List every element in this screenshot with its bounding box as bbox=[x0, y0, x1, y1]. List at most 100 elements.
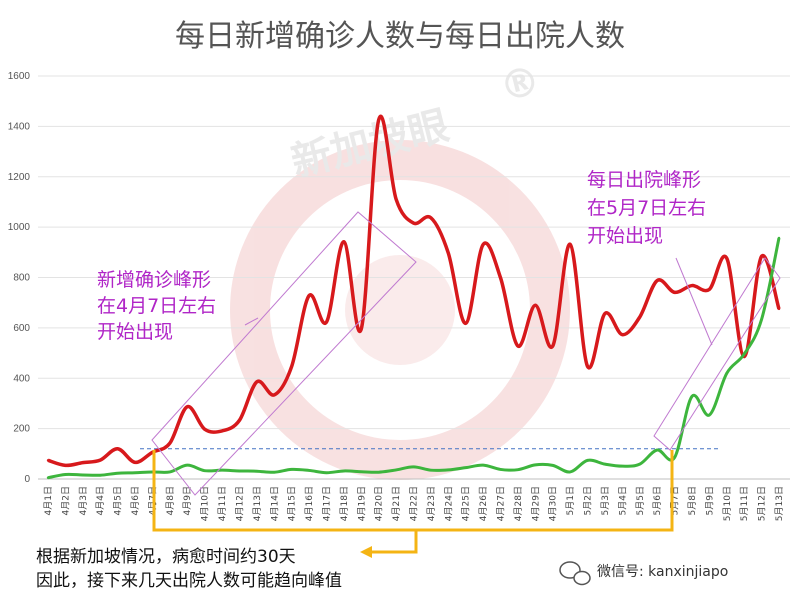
data-point-discharged bbox=[64, 473, 67, 476]
data-point-confirmed bbox=[568, 243, 572, 246]
x-tick-label: 4月8日 bbox=[165, 486, 176, 515]
data-point-confirmed bbox=[394, 197, 398, 201]
x-tick-label: 4月23日 bbox=[426, 486, 437, 521]
y-tick-label: 1600 bbox=[8, 71, 31, 82]
y-tick-label: 200 bbox=[13, 424, 30, 435]
x-tick-label: 4月9日 bbox=[182, 486, 193, 515]
data-point-confirmed bbox=[690, 284, 694, 287]
data-point-discharged bbox=[621, 464, 624, 468]
data-point-discharged bbox=[638, 462, 641, 466]
x-tick-label: 4月15日 bbox=[287, 486, 298, 521]
x-tick-label: 4月1日 bbox=[43, 486, 54, 515]
watermark-symbol: ® bbox=[495, 57, 545, 111]
data-point-discharged bbox=[46, 476, 50, 479]
x-tick-label: 4月18日 bbox=[339, 486, 350, 521]
data-point-discharged bbox=[603, 462, 607, 466]
data-point-confirmed bbox=[655, 279, 659, 282]
data-point-confirmed bbox=[203, 427, 206, 431]
wechat-label: 微信号: kanxinjiapo bbox=[597, 564, 728, 580]
data-point-discharged bbox=[342, 469, 346, 473]
x-tick-label: 5月8日 bbox=[687, 486, 698, 515]
confirmed-peak-annotation: 新增确诊峰形 在4月7日左右 开始出现 bbox=[97, 269, 216, 343]
data-point-discharged bbox=[81, 473, 85, 477]
x-tick-label: 4月30日 bbox=[548, 486, 559, 521]
x-tick-label: 5月12日 bbox=[757, 486, 768, 521]
data-point-confirmed bbox=[621, 333, 624, 336]
x-tick-label: 4月2日 bbox=[60, 486, 71, 515]
data-point-discharged bbox=[307, 469, 311, 472]
confirmed-peak-guide bbox=[151, 211, 417, 496]
data-point-discharged bbox=[116, 472, 119, 475]
data-point-confirmed bbox=[534, 304, 537, 307]
x-tick-label: 5月1日 bbox=[565, 486, 576, 515]
discharge-peak-line-2: 在5月7日左右 bbox=[587, 197, 706, 219]
wechat-footer: 微信号: kanxinjiapo bbox=[559, 561, 728, 586]
data-point-confirmed bbox=[220, 429, 224, 433]
confirmed-peak-pointer bbox=[244, 317, 259, 326]
data-point-confirmed bbox=[325, 320, 328, 324]
data-point-discharged bbox=[429, 468, 433, 472]
x-tick-label: 5月4日 bbox=[617, 486, 628, 515]
data-point-confirmed bbox=[133, 461, 137, 464]
data-point-discharged bbox=[464, 466, 467, 469]
x-tick-label: 5月9日 bbox=[704, 486, 715, 515]
data-point-discharged bbox=[290, 468, 293, 471]
discharge-peak-guide bbox=[653, 257, 781, 451]
note-line-2: 因此，接下来几天出院人数可能趋向峰值 bbox=[36, 571, 342, 591]
x-tick-label: 4月10日 bbox=[200, 486, 211, 521]
chart-title: 每日新增确诊人数与每日出院人数 bbox=[175, 19, 625, 54]
discharge-peak-line-3: 开始出现 bbox=[587, 225, 663, 247]
data-point-discharged bbox=[255, 469, 259, 473]
data-point-discharged bbox=[168, 470, 172, 474]
data-point-discharged bbox=[377, 470, 380, 474]
data-point-discharged bbox=[725, 372, 728, 375]
x-tick-label: 4月5日 bbox=[113, 486, 124, 515]
data-point-confirmed bbox=[464, 322, 467, 325]
data-point-discharged bbox=[360, 470, 363, 473]
data-point-confirmed bbox=[777, 307, 781, 311]
data-point-confirmed bbox=[81, 461, 85, 464]
data-point-discharged bbox=[394, 468, 398, 472]
data-point-discharged bbox=[238, 469, 241, 473]
x-tick-label: 4月16日 bbox=[304, 486, 315, 521]
x-tick-label: 4月26日 bbox=[478, 486, 489, 521]
wechat-icon bbox=[559, 561, 591, 586]
data-point-confirmed bbox=[64, 464, 67, 467]
x-tick-label: 5月7日 bbox=[670, 486, 681, 515]
y-tick-label: 1000 bbox=[8, 222, 31, 233]
data-point-discharged bbox=[655, 448, 659, 452]
data-point-discharged bbox=[273, 470, 276, 474]
data-point-discharged bbox=[551, 464, 554, 467]
grid bbox=[38, 75, 790, 430]
x-tick-label: 4月27日 bbox=[496, 486, 507, 521]
x-tick-label: 4月22日 bbox=[409, 486, 420, 521]
data-point-discharged bbox=[133, 471, 137, 474]
x-axis: 4月1日 4月2日 4月3日 4月4日 4月5日 4月6日 4月7日 4月8日 4月9日 4月10… bbox=[43, 486, 785, 521]
data-point-confirmed bbox=[186, 405, 189, 408]
discharge-peak-annotation: 每日出院峰形 在5月7日左右 开始出现 bbox=[587, 169, 706, 247]
data-point-confirmed bbox=[551, 344, 554, 348]
x-tick-label: 5月3日 bbox=[600, 486, 611, 515]
x-tick-label: 4月6日 bbox=[130, 486, 141, 515]
data-point-discharged bbox=[760, 318, 763, 321]
data-point-confirmed bbox=[499, 276, 502, 279]
y-axis: 0 200 400 600 800 1000 1200 1400 1600 bbox=[8, 71, 31, 485]
x-tick-label: 4月13日 bbox=[252, 486, 263, 521]
x-tick-label: 5月13日 bbox=[774, 486, 785, 521]
watermark-center bbox=[345, 255, 455, 365]
data-point-confirmed bbox=[447, 251, 450, 255]
data-point-discharged bbox=[673, 456, 676, 459]
data-point-confirmed bbox=[307, 294, 311, 297]
data-point-discharged bbox=[220, 468, 224, 472]
confirmed-peak-line-1: 新增确诊峰形 bbox=[97, 269, 211, 291]
x-tick-label: 4月29日 bbox=[530, 486, 541, 521]
bracket-path-right bbox=[416, 450, 674, 532]
data-point-discharged bbox=[412, 465, 415, 469]
y-tick-label: 800 bbox=[13, 273, 30, 284]
data-point-confirmed bbox=[638, 315, 641, 319]
x-tick-label: 5月5日 bbox=[635, 486, 646, 515]
x-tick-label: 4月3日 bbox=[78, 486, 89, 515]
data-point-confirmed bbox=[760, 255, 763, 258]
data-point-discharged bbox=[447, 468, 450, 472]
